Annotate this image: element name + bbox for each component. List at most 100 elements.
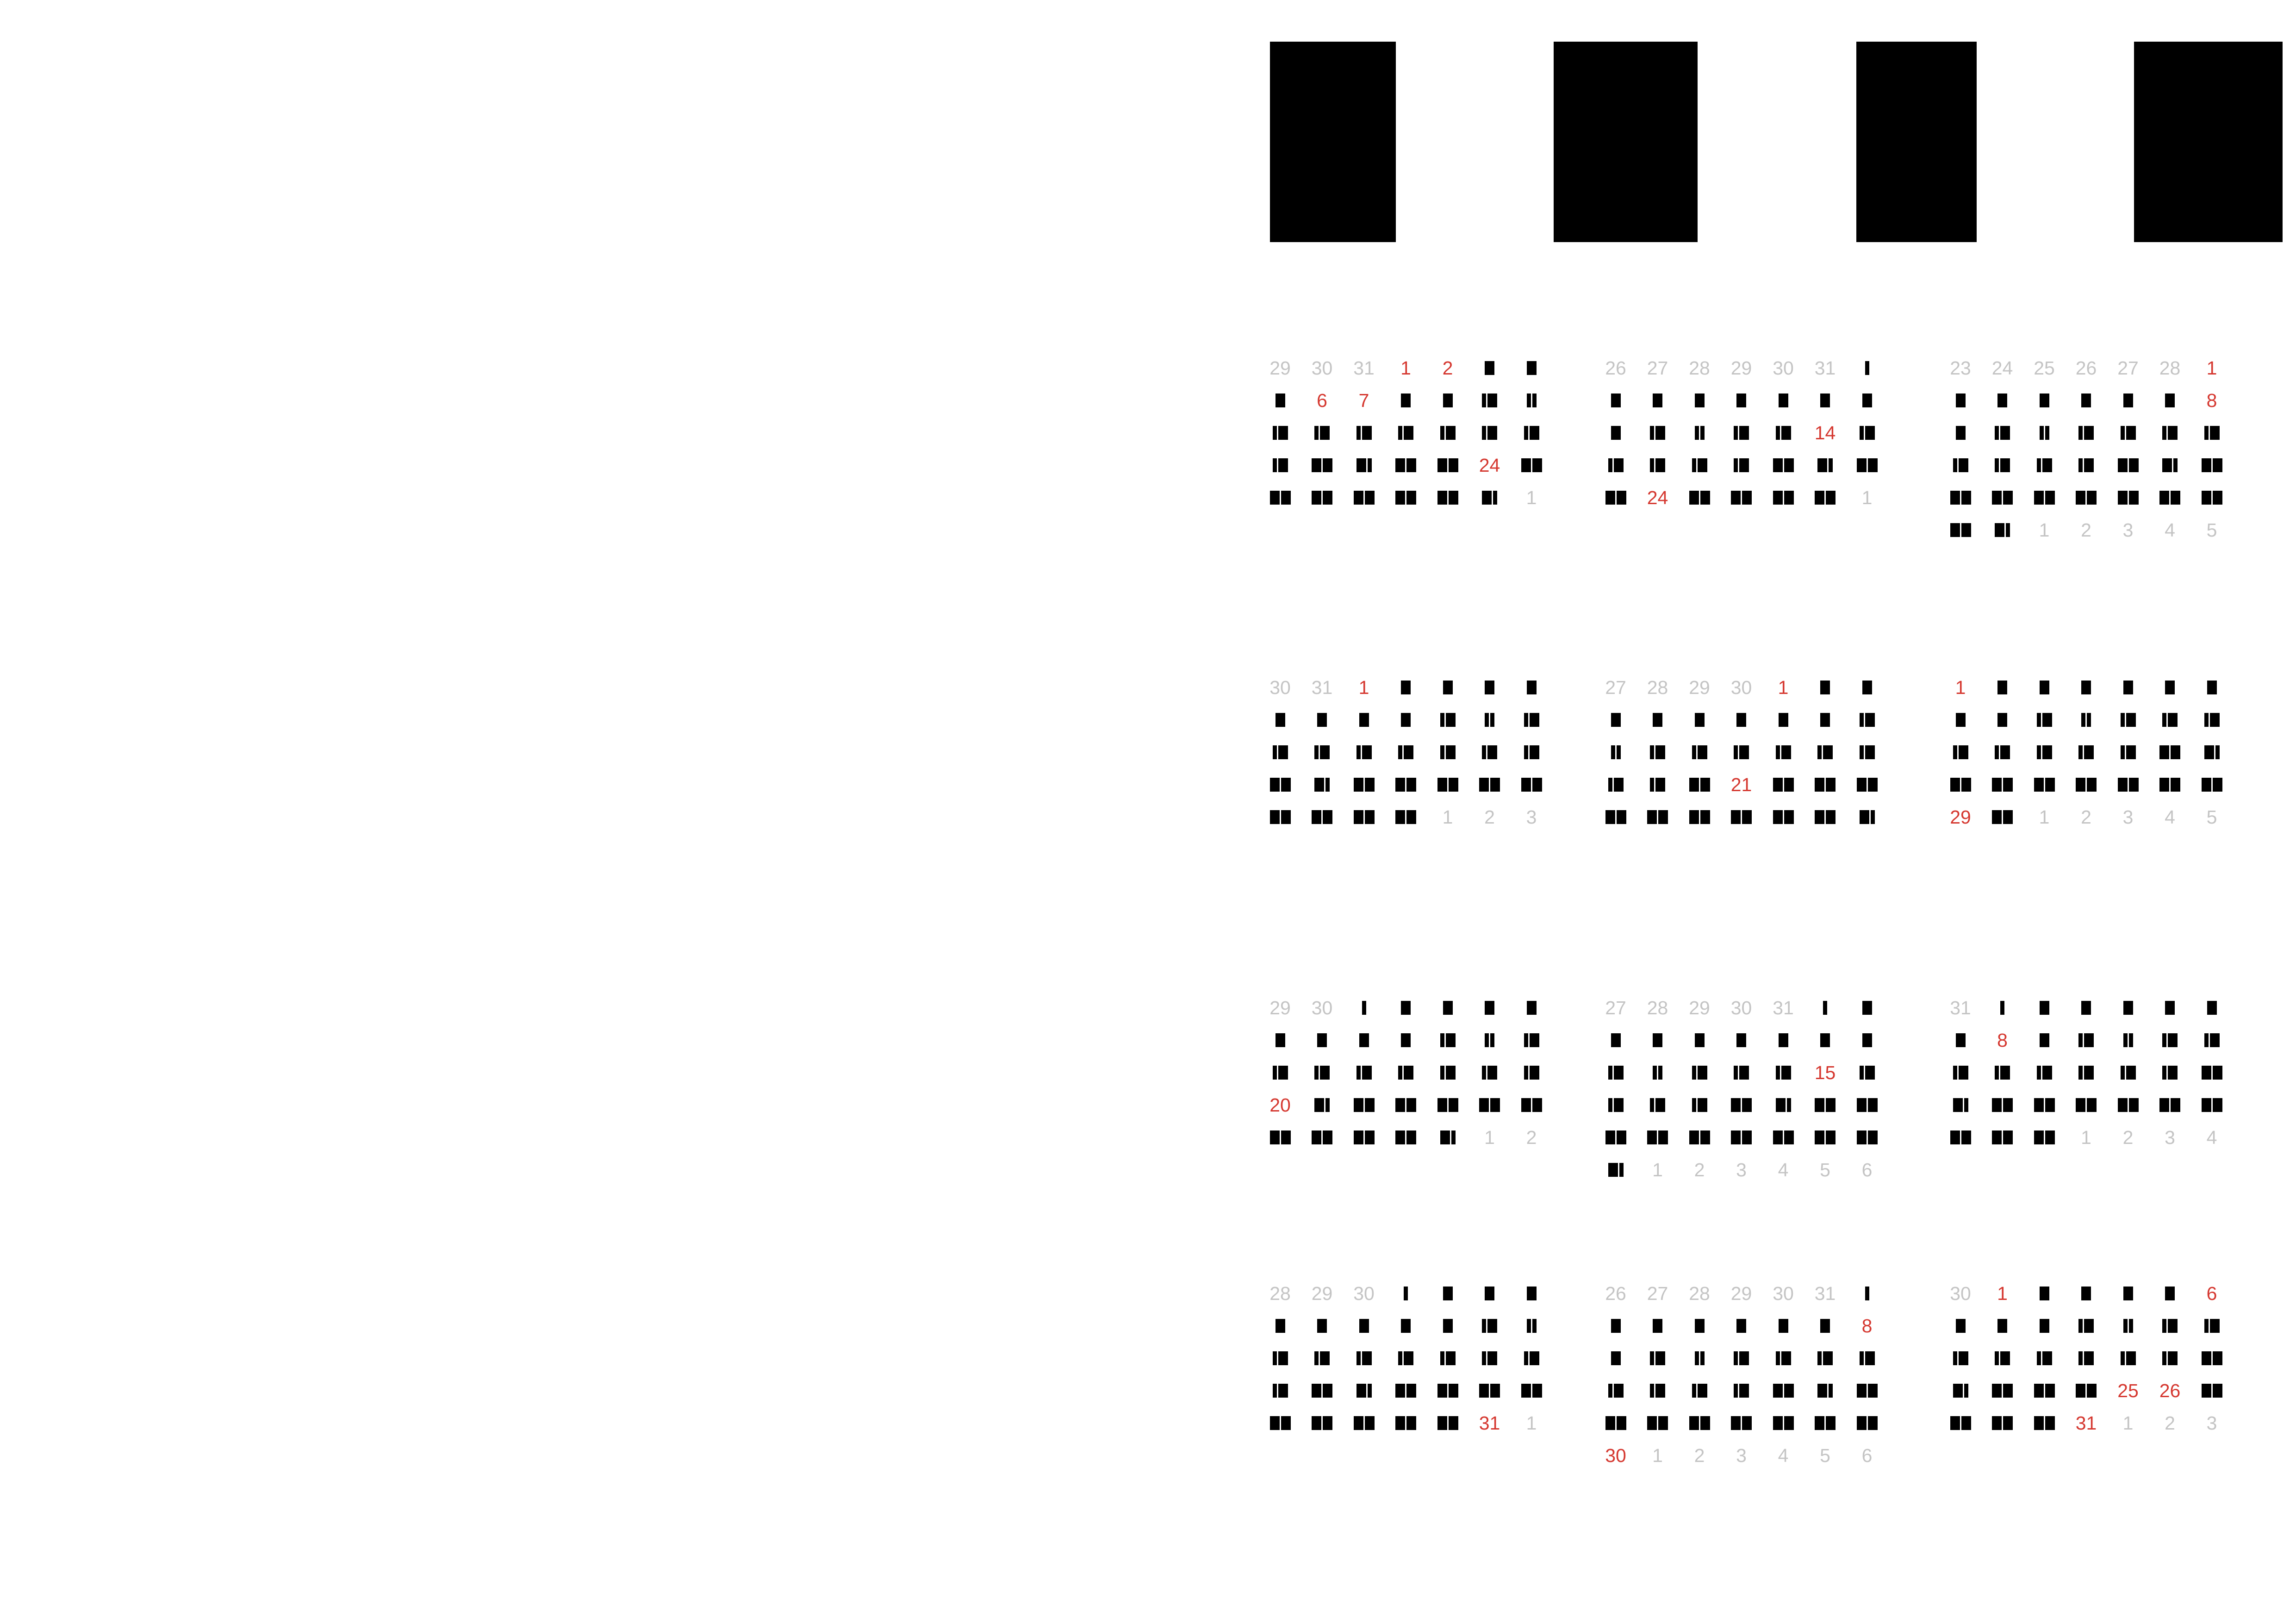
redacted-digit-box xyxy=(2087,778,2097,792)
redacted-digit-box xyxy=(1856,778,1867,792)
date-number-redacted xyxy=(2201,1066,2222,1080)
date-cell-next-month: 3 xyxy=(2149,1128,2191,1147)
date-cell-redacted xyxy=(1636,1098,1679,1114)
redacted-digit-box xyxy=(1448,778,1458,792)
date-cell-redacted xyxy=(1510,1098,1553,1114)
redacted-digit-box xyxy=(1362,745,1372,759)
date-number-redacted xyxy=(1992,1131,2013,1144)
date-number-redacted xyxy=(1611,394,1621,407)
date-cell-holiday: 1 xyxy=(1385,359,1427,378)
date-number-redacted xyxy=(1773,778,1794,792)
redacted-digit-box xyxy=(2045,1416,2055,1430)
date-number-redacted xyxy=(1820,1033,1830,1047)
date-number-redacted xyxy=(1312,810,1332,824)
date-cell-holiday: 2 xyxy=(1426,359,1469,378)
redacted-digit-box xyxy=(1817,1351,1822,1365)
date-cell-next-month: 1 xyxy=(1468,1127,1511,1148)
redacted-digit-box xyxy=(1856,1131,1867,1144)
redacted-digit-box xyxy=(1865,361,1869,375)
date-cell-redacted xyxy=(1981,491,2024,506)
date-cell-redacted xyxy=(1678,458,1721,474)
date-cell-redacted xyxy=(1385,491,1427,506)
date-cell-redacted xyxy=(1594,394,1637,409)
redacted-digit-box xyxy=(1605,810,1615,824)
date-cell-redacted xyxy=(1468,1319,1511,1335)
redacted-digit-box xyxy=(1404,745,1413,759)
date-number-redacted xyxy=(1820,713,1830,727)
redacted-digit-box xyxy=(1404,426,1413,440)
redacted-digit-box xyxy=(2201,491,2211,505)
redacted-digit-box xyxy=(2087,491,2097,505)
date-number-redacted xyxy=(2081,394,2091,407)
redacted-digit-box xyxy=(1317,713,1327,727)
redacted-digit-box xyxy=(1272,1351,1277,1365)
redacted-digit-box xyxy=(1269,778,1280,792)
redacted-digit-box xyxy=(2162,1033,2166,1047)
date-number-redacted xyxy=(2034,491,2055,505)
date-cell-redacted xyxy=(2023,1287,2066,1302)
date-number-redacted xyxy=(1272,458,1288,472)
date-number-redacted xyxy=(1521,778,1542,792)
date-number-redacted xyxy=(1353,491,1375,505)
date-number-redacted xyxy=(1736,1319,1746,1333)
date-number-redacted xyxy=(1815,778,1836,792)
date-cell-redacted xyxy=(1594,1416,1637,1432)
date-cell-redacted xyxy=(1594,1098,1637,1114)
date-cell-next-month: 3 xyxy=(2107,808,2149,827)
redacted-digit-box xyxy=(1395,491,1405,505)
date-cell-redacted xyxy=(1385,1066,1427,1081)
redacted-digit-box xyxy=(2215,745,2220,759)
date-cell-redacted xyxy=(2065,1384,2108,1399)
date-number-redacted xyxy=(1694,713,1705,727)
date-number-redacted xyxy=(2204,1033,2220,1047)
redacted-digit-box xyxy=(1955,713,1966,727)
date-cell-next-month: 2 xyxy=(1678,1161,1721,1180)
redacted-digit-box xyxy=(2000,1001,2004,1015)
date-cell-redacted xyxy=(1594,1033,1637,1049)
date-number: 24 xyxy=(1991,357,2013,379)
redacted-digit-box xyxy=(1775,1098,1786,1112)
date-cell-next-month: 3 xyxy=(1720,1161,1763,1180)
date-cell-redacted xyxy=(2190,778,2233,793)
date-number-redacted xyxy=(2000,1001,2004,1015)
redacted-digit-box xyxy=(2042,458,2052,472)
date-number: 31 xyxy=(1479,1412,1500,1434)
redacted-digit-box xyxy=(2078,458,2083,472)
redacted-digit-box xyxy=(1611,426,1621,440)
date-cell-redacted xyxy=(1594,1066,1637,1081)
date-cell-redacted xyxy=(1846,361,1888,377)
redacted-digit-box xyxy=(2173,458,2178,472)
date-number-redacted xyxy=(2039,426,2049,440)
redacted-digit-box xyxy=(1605,1131,1615,1144)
redacted-digit-box xyxy=(2036,745,2041,759)
date-cell-redacted xyxy=(1720,713,1763,729)
redacted-digit-box xyxy=(1406,458,1416,472)
redacted-digit-box xyxy=(1992,1131,2002,1144)
date-number-redacted xyxy=(1694,1319,1705,1333)
redacted-digit-box xyxy=(1278,426,1288,440)
date-number-redacted xyxy=(2207,681,2217,694)
redacted-digit-box xyxy=(1692,745,1696,759)
date-cell-redacted xyxy=(2190,491,2233,506)
redacted-digit-box xyxy=(1487,745,1497,759)
redacted-digit-box xyxy=(1353,1098,1363,1112)
redacted-digit-box xyxy=(1312,1416,1321,1430)
date-number-redacted xyxy=(1443,1001,1453,1015)
redacted-digit-box xyxy=(1401,1319,1411,1333)
redacted-digit-box xyxy=(1445,1351,1456,1365)
redacted-digit-box xyxy=(1608,458,1612,472)
redacted-digit-box xyxy=(1953,1351,1957,1365)
date-number-redacted xyxy=(1314,778,1330,792)
date-cell-redacted xyxy=(1385,1287,1427,1302)
date-number-redacted xyxy=(2078,458,2094,472)
redacted-digit-box xyxy=(1445,426,1456,440)
date-cell-redacted xyxy=(1468,1066,1511,1081)
date-number-redacted xyxy=(1482,394,1497,407)
date-number: 28 xyxy=(2159,357,2181,379)
date-number-redacted xyxy=(1312,1384,1332,1398)
date-cell-redacted xyxy=(1846,1416,1888,1432)
date-number: 1 xyxy=(1484,1127,1495,1148)
redacted-digit-box xyxy=(1653,1319,1662,1333)
redacted-digit-box xyxy=(1867,1098,1878,1112)
date-number: 27 xyxy=(1605,997,1626,1018)
